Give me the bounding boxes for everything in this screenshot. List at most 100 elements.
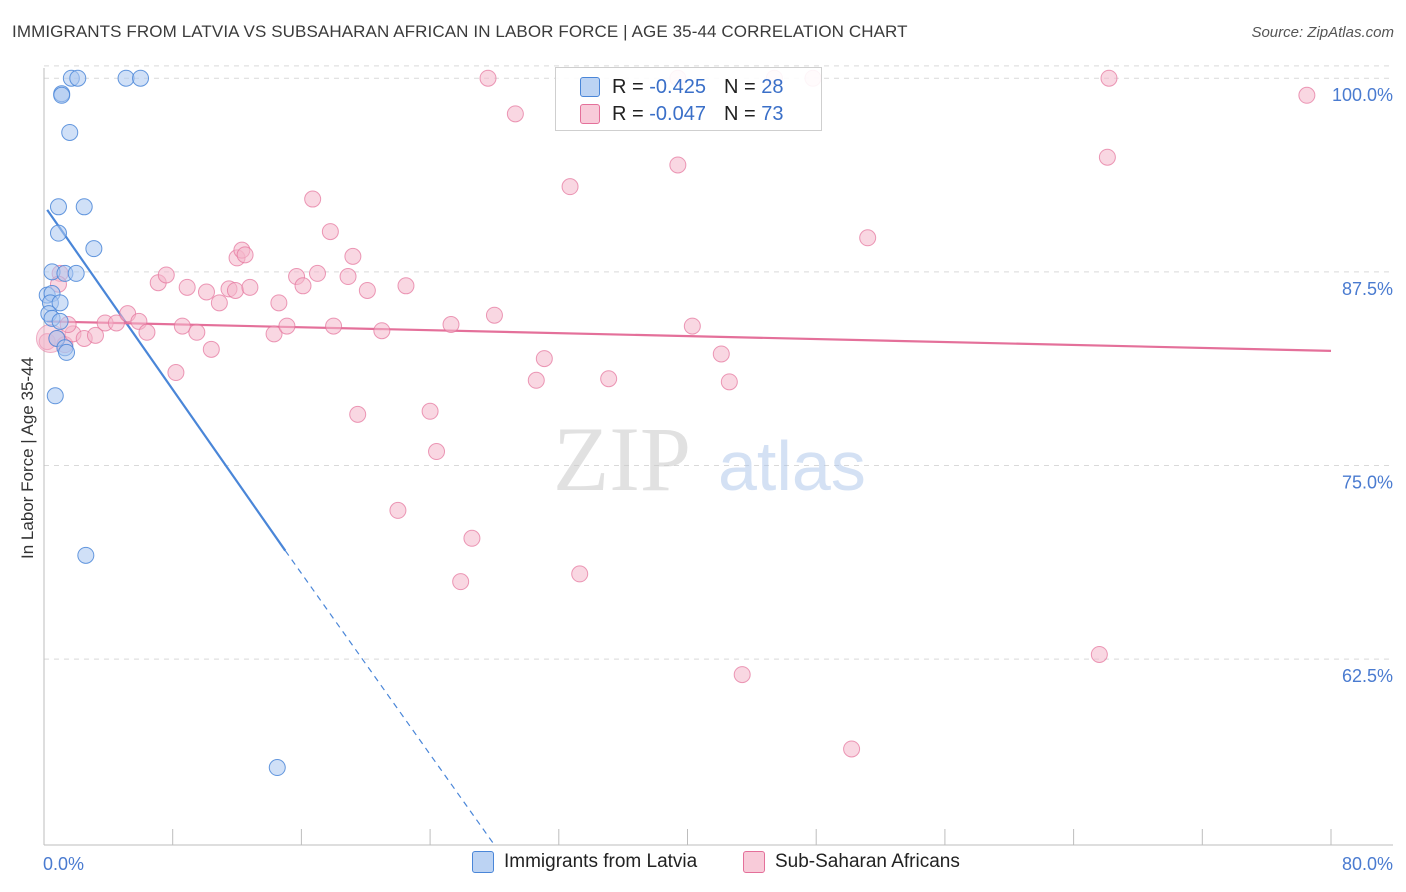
subsaharan-swatch (580, 104, 600, 124)
data-point-subsaharan (859, 229, 877, 247)
data-point-subsaharan (226, 281, 244, 299)
data-point-latvia (53, 86, 71, 104)
subsaharan-n-value: 73 (761, 102, 784, 125)
data-point-latvia (132, 69, 150, 87)
data-point-subsaharan (452, 573, 470, 591)
data-point-subsaharan (210, 294, 228, 312)
data-point-subsaharan (527, 371, 545, 389)
data-point-subsaharan (712, 345, 730, 363)
watermark-atlas: atlas (718, 427, 866, 505)
stats-row-latvia: R = -0.425 N = 28 (580, 73, 783, 101)
series-legend: Immigrants from Latvia Sub-Saharan Afric… (0, 851, 1406, 879)
data-point-subsaharan (843, 740, 861, 758)
data-point-subsaharan (442, 316, 460, 334)
data-point-latvia (51, 294, 69, 312)
data-point-latvia (49, 224, 67, 242)
data-point-subsaharan (373, 322, 391, 340)
subsaharan-points (35, 69, 1316, 758)
x-tick-label-max: 80.0% (1342, 854, 1393, 874)
data-point-subsaharan (397, 277, 415, 295)
trend-lines (46, 209, 1332, 846)
y-tick-labels: 62.5% 75.0% 87.5% 100.0% (1332, 85, 1393, 686)
r-label: R = (612, 102, 644, 125)
data-point-subsaharan (389, 501, 407, 519)
data-point-subsaharan (270, 294, 288, 312)
data-point-subsaharan (339, 268, 357, 286)
data-point-subsaharan (344, 247, 362, 265)
trend-line-latvia (46, 209, 287, 552)
r-label: R = (612, 75, 644, 98)
data-point-subsaharan (358, 281, 376, 299)
data-point-subsaharan (421, 402, 439, 420)
data-point-subsaharan (720, 373, 738, 391)
watermark-zip: ZIP (553, 408, 691, 510)
data-point-latvia (67, 264, 85, 282)
trend-line-latvia-extension (284, 550, 495, 846)
y-tick-label: 87.5% (1342, 279, 1393, 299)
data-point-subsaharan (463, 529, 481, 547)
stats-row-subsaharan: R = -0.047 N = 73 (580, 100, 783, 128)
data-point-subsaharan (683, 317, 701, 335)
data-point-subsaharan (733, 666, 751, 684)
data-point-latvia (75, 198, 93, 216)
data-point-subsaharan (479, 69, 497, 87)
n-label: N = (723, 102, 756, 125)
data-point-subsaharan (428, 443, 446, 461)
data-point-subsaharan (236, 246, 254, 264)
x-tick-label-min: 0.0% (43, 854, 84, 874)
data-point-subsaharan (107, 314, 125, 332)
data-point-subsaharan (138, 323, 156, 341)
data-point-subsaharan (561, 178, 579, 196)
latvia-swatch (580, 77, 600, 97)
axes (43, 68, 1393, 846)
data-point-latvia (85, 240, 103, 258)
source-label: Source: ZipAtlas.com (1251, 24, 1394, 41)
y-axis-label: In Labor Force | Age 35-44 (18, 357, 37, 559)
legend-item-subsaharan[interactable]: Sub-Saharan Africans (743, 851, 960, 873)
data-point-latvia (49, 198, 67, 216)
y-tick-label: 75.0% (1342, 472, 1393, 492)
n-label: N = (723, 75, 756, 98)
latvia-n-value: 28 (761, 75, 784, 98)
data-point-subsaharan (241, 278, 259, 296)
y-tick-label: 100.0% (1332, 85, 1393, 105)
data-point-subsaharan (86, 326, 104, 344)
data-point-subsaharan (349, 405, 367, 423)
data-point-subsaharan (1098, 148, 1116, 166)
data-point-subsaharan (265, 325, 283, 343)
data-point-subsaharan (325, 317, 343, 335)
data-point-subsaharan (173, 317, 191, 335)
data-point-subsaharan (669, 156, 687, 174)
data-point-subsaharan (304, 190, 322, 208)
data-point-subsaharan (485, 306, 503, 324)
data-point-subsaharan (1298, 86, 1316, 104)
data-point-subsaharan (197, 283, 215, 301)
latvia-points (38, 69, 286, 777)
data-point-subsaharan (157, 266, 175, 284)
data-point-subsaharan (188, 323, 206, 341)
data-point-subsaharan (1100, 69, 1118, 87)
data-point-subsaharan (571, 565, 589, 583)
stats-legend: R = -0.425 N = 28 R = -0.047 N = 73 (555, 67, 822, 131)
y-tick-label: 62.5% (1342, 666, 1393, 686)
data-point-subsaharan (600, 370, 618, 388)
data-point-subsaharan (506, 105, 524, 123)
data-point-subsaharan (308, 264, 326, 282)
trend-line-subsaharan (47, 320, 1332, 352)
legend-item-latvia[interactable]: Immigrants from Latvia (472, 851, 697, 873)
data-point-subsaharan (202, 340, 220, 358)
data-point-latvia (117, 69, 135, 87)
data-point-subsaharan (178, 278, 196, 296)
latvia-r-value: -0.425 (649, 75, 706, 98)
data-point-latvia (69, 69, 87, 87)
data-point-latvia (77, 546, 95, 564)
data-point-subsaharan (167, 364, 185, 382)
legend-swatch-subsaharan (743, 851, 765, 873)
data-point-latvia (51, 312, 69, 330)
data-point-subsaharan (1090, 645, 1108, 663)
data-point-subsaharan (294, 277, 312, 295)
chart-title: IMMIGRANTS FROM LATVIA VS SUBSAHARAN AFR… (12, 22, 908, 41)
data-point-subsaharan (321, 223, 339, 241)
grid-lines (44, 65, 1393, 660)
